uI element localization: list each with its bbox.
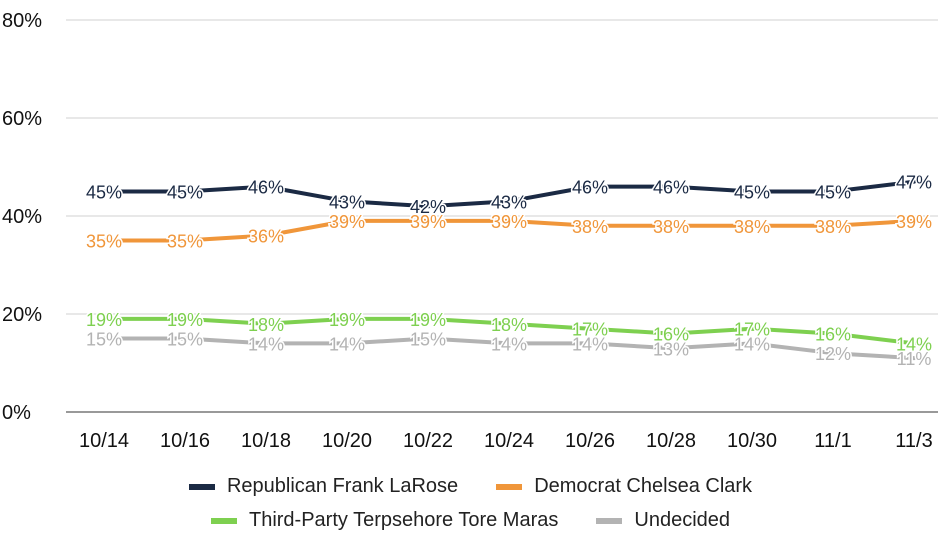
- x-tick-label: 10/26: [565, 430, 615, 452]
- data-label: 15%: [410, 330, 446, 350]
- y-axis-ticks: 0% 20% 40% 60% 80%: [2, 10, 42, 424]
- legend-swatch-republican: [188, 483, 215, 490]
- data-label: 13%: [653, 339, 689, 359]
- x-tick-label: 10/30: [727, 430, 777, 452]
- legend-swatch-democrat: [496, 483, 523, 490]
- data-label: 14%: [896, 334, 932, 354]
- data-label: 16%: [815, 325, 851, 345]
- data-label: 46%: [572, 178, 608, 198]
- data-label: 39%: [410, 212, 446, 232]
- data-label: 18%: [491, 315, 527, 335]
- x-tick-label: 10/24: [484, 430, 534, 452]
- x-tick-label: 10/22: [403, 430, 453, 452]
- data-label: 17%: [572, 320, 608, 340]
- series-line-2: [102, 316, 916, 346]
- x-tick-label: 11/1: [814, 430, 851, 452]
- data-label: 19%: [329, 310, 365, 330]
- data-label: 35%: [86, 232, 122, 252]
- data-label: 19%: [86, 310, 122, 330]
- data-label: 18%: [248, 315, 284, 335]
- data-label: 39%: [491, 212, 527, 232]
- y-tick-label: 40%: [2, 206, 42, 228]
- series-line-3: [102, 336, 916, 361]
- legend-label-third-party: Third-Party Terpsehore Tore Maras: [248, 509, 559, 531]
- data-label: 47%: [896, 173, 932, 193]
- data-label: 17%: [734, 320, 770, 340]
- data-label: 16%: [653, 325, 689, 345]
- data-label: 14%: [329, 334, 365, 354]
- legend-label-democrat: Democrat Chelsea Clark: [534, 475, 753, 497]
- data-label: 19%: [410, 310, 446, 330]
- data-label: 38%: [572, 217, 608, 237]
- x-tick-label: 10/18: [241, 430, 291, 452]
- y-tick-label: 20%: [2, 304, 42, 326]
- x-tick-label: 10/20: [322, 430, 372, 452]
- data-label: 14%: [572, 334, 608, 354]
- data-label: 42%: [410, 197, 446, 217]
- data-label: 38%: [734, 217, 770, 237]
- x-tick-label: 11/3: [895, 430, 932, 452]
- data-label: 14%: [491, 334, 527, 354]
- legend-item-republican: Republican Frank LaRose: [188, 475, 459, 498]
- legend-label-undecided: Undecided: [634, 509, 730, 531]
- data-label: 12%: [815, 344, 851, 364]
- data-label: 15%: [167, 330, 203, 350]
- data-label: 39%: [896, 212, 932, 232]
- series-lines: [102, 179, 916, 361]
- y-tick-label: 0%: [2, 402, 31, 424]
- data-label: 15%: [86, 330, 122, 350]
- data-label: 46%: [653, 178, 689, 198]
- x-tick-label: 10/16: [160, 430, 210, 452]
- data-label: 38%: [653, 217, 689, 237]
- data-label: 46%: [248, 178, 284, 198]
- legend-item-undecided: Undecided: [596, 509, 730, 532]
- data-label: 43%: [329, 192, 365, 212]
- data-label: 36%: [248, 227, 284, 247]
- data-label: 35%: [167, 232, 203, 252]
- legend-swatch-third-party: [210, 517, 237, 524]
- data-labels: 45% 45% 46% 43% 42% 43% 46% 46% 45% 45% 47% 35% 35% 3…: [84, 171, 933, 370]
- legend-item-third-party: Third-Party Terpsehore Tore Maras: [210, 509, 559, 532]
- x-axis-ticks: 10/14 10/16 10/18 10/20 10/22 10/24 10/26 10/28…: [79, 430, 933, 452]
- data-label: 43%: [491, 192, 527, 212]
- legend-label-republican: Republican Frank LaRose: [226, 475, 459, 497]
- gridlines: [66, 19, 938, 413]
- legend-row-2: Third-Party Terpsehore Tore Maras Undeci…: [0, 509, 941, 532]
- data-label: 11%: [897, 349, 932, 369]
- series-line-1: [102, 218, 916, 243]
- data-label: 14%: [248, 334, 284, 354]
- x-tick-label: 10/28: [646, 430, 696, 452]
- legend-swatch-undecided: [596, 517, 623, 524]
- data-label: 38%: [815, 217, 851, 237]
- data-label: 14%: [734, 334, 770, 354]
- data-label: 39%: [329, 212, 365, 232]
- data-label: 45%: [815, 183, 851, 203]
- x-tick-label: 10/14: [79, 430, 129, 452]
- legend-row-1: Republican Frank LaRose Democrat Chelsea…: [0, 475, 941, 498]
- y-tick-label: 80%: [2, 10, 42, 32]
- data-label: 45%: [86, 183, 122, 203]
- series-line-0: [102, 179, 916, 209]
- y-tick-label: 60%: [2, 108, 42, 130]
- data-label: 45%: [734, 183, 770, 203]
- data-label: 19%: [167, 310, 203, 330]
- data-label: 45%: [167, 183, 203, 203]
- legend-item-democrat: Democrat Chelsea Clark: [496, 475, 752, 498]
